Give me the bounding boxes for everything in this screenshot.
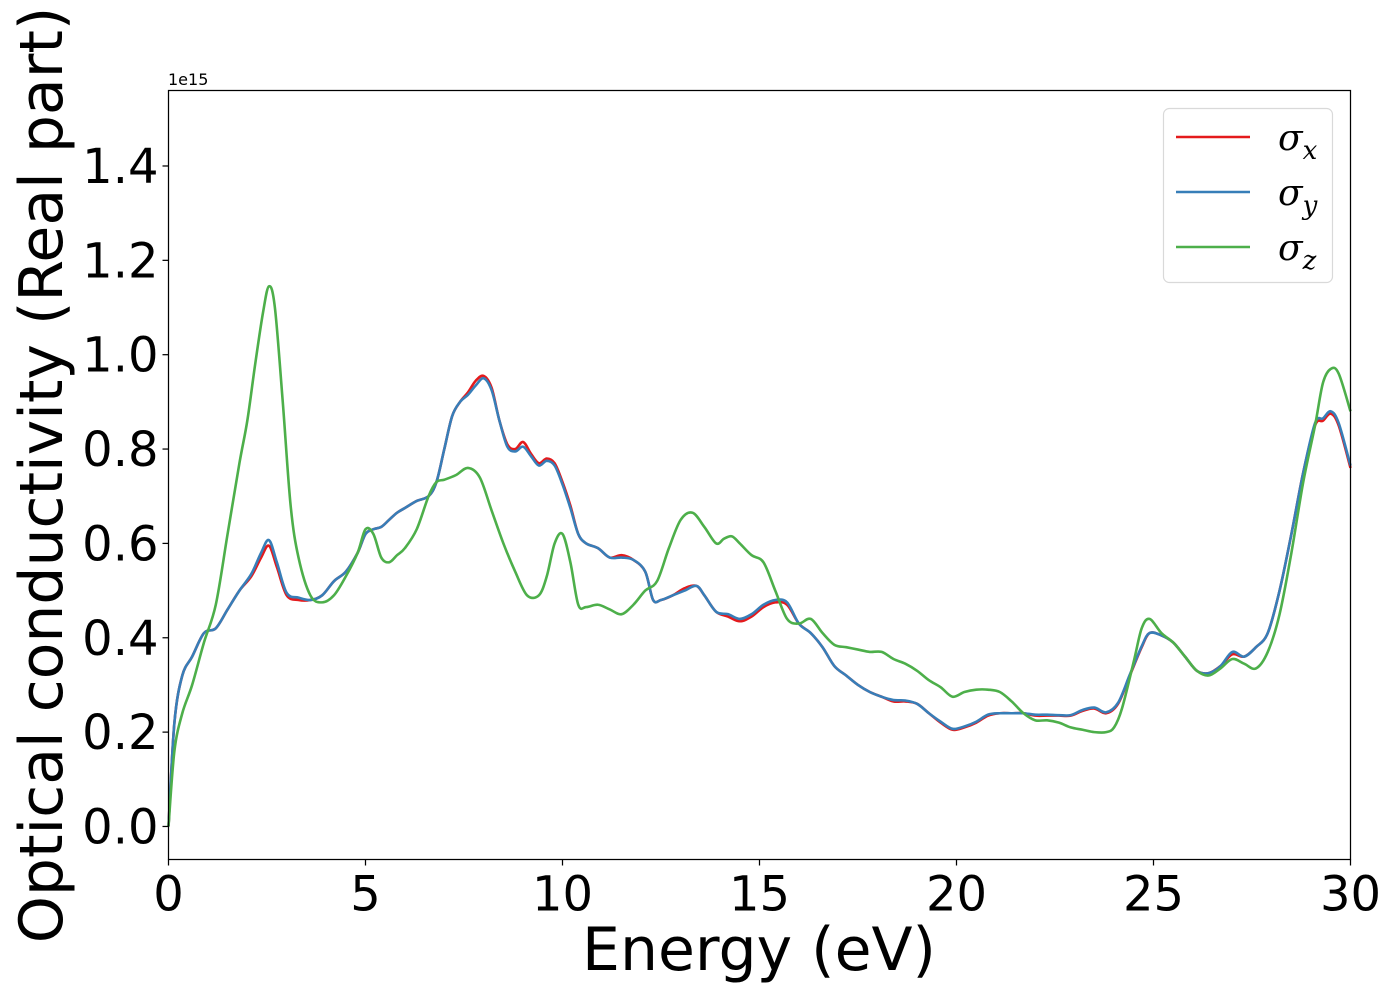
series-lines [167, 284, 1352, 827]
x-tick-label: 10 [532, 867, 593, 923]
x-axis-label: Energy (eV) [582, 915, 936, 985]
legend-label-x: σx [1278, 118, 1318, 166]
y-tick-label: 1.0 [82, 328, 158, 384]
y-tick-label: 0.8 [82, 422, 158, 478]
x-tick-label: 25 [1123, 867, 1184, 923]
legend-box [1162, 107, 1334, 284]
y-axis-label: Optical conductivity (Real part) [7, 7, 77, 944]
series-line-z [167, 284, 1352, 827]
y-tick-label: 0.6 [82, 516, 158, 572]
x-tick-label: 5 [350, 867, 381, 923]
y-tick-label: 0.2 [82, 705, 158, 761]
x-axis-ticks: 0 5 10 15 20 25 30 [153, 859, 1381, 923]
y-offset-label: 1e15 [168, 70, 208, 89]
legend: σx σy σz [1162, 107, 1334, 284]
x-tick-label: 0 [153, 867, 184, 923]
y-tick-label: 1.2 [82, 233, 158, 289]
y-tick-label: 0.4 [82, 611, 158, 667]
y-tick-label: 1.4 [82, 139, 158, 195]
x-tick-label: 30 [1320, 867, 1381, 923]
legend-label-z: σz [1278, 228, 1317, 276]
y-axis-ticks: 0.0 0.2 0.4 0.6 0.8 1.0 1.2 1.4 [82, 139, 169, 855]
x-tick-label: 20 [926, 867, 987, 923]
legend-label-y: σy [1278, 173, 1318, 221]
y-tick-label: 0.0 [82, 799, 158, 855]
x-tick-label: 15 [729, 867, 790, 923]
